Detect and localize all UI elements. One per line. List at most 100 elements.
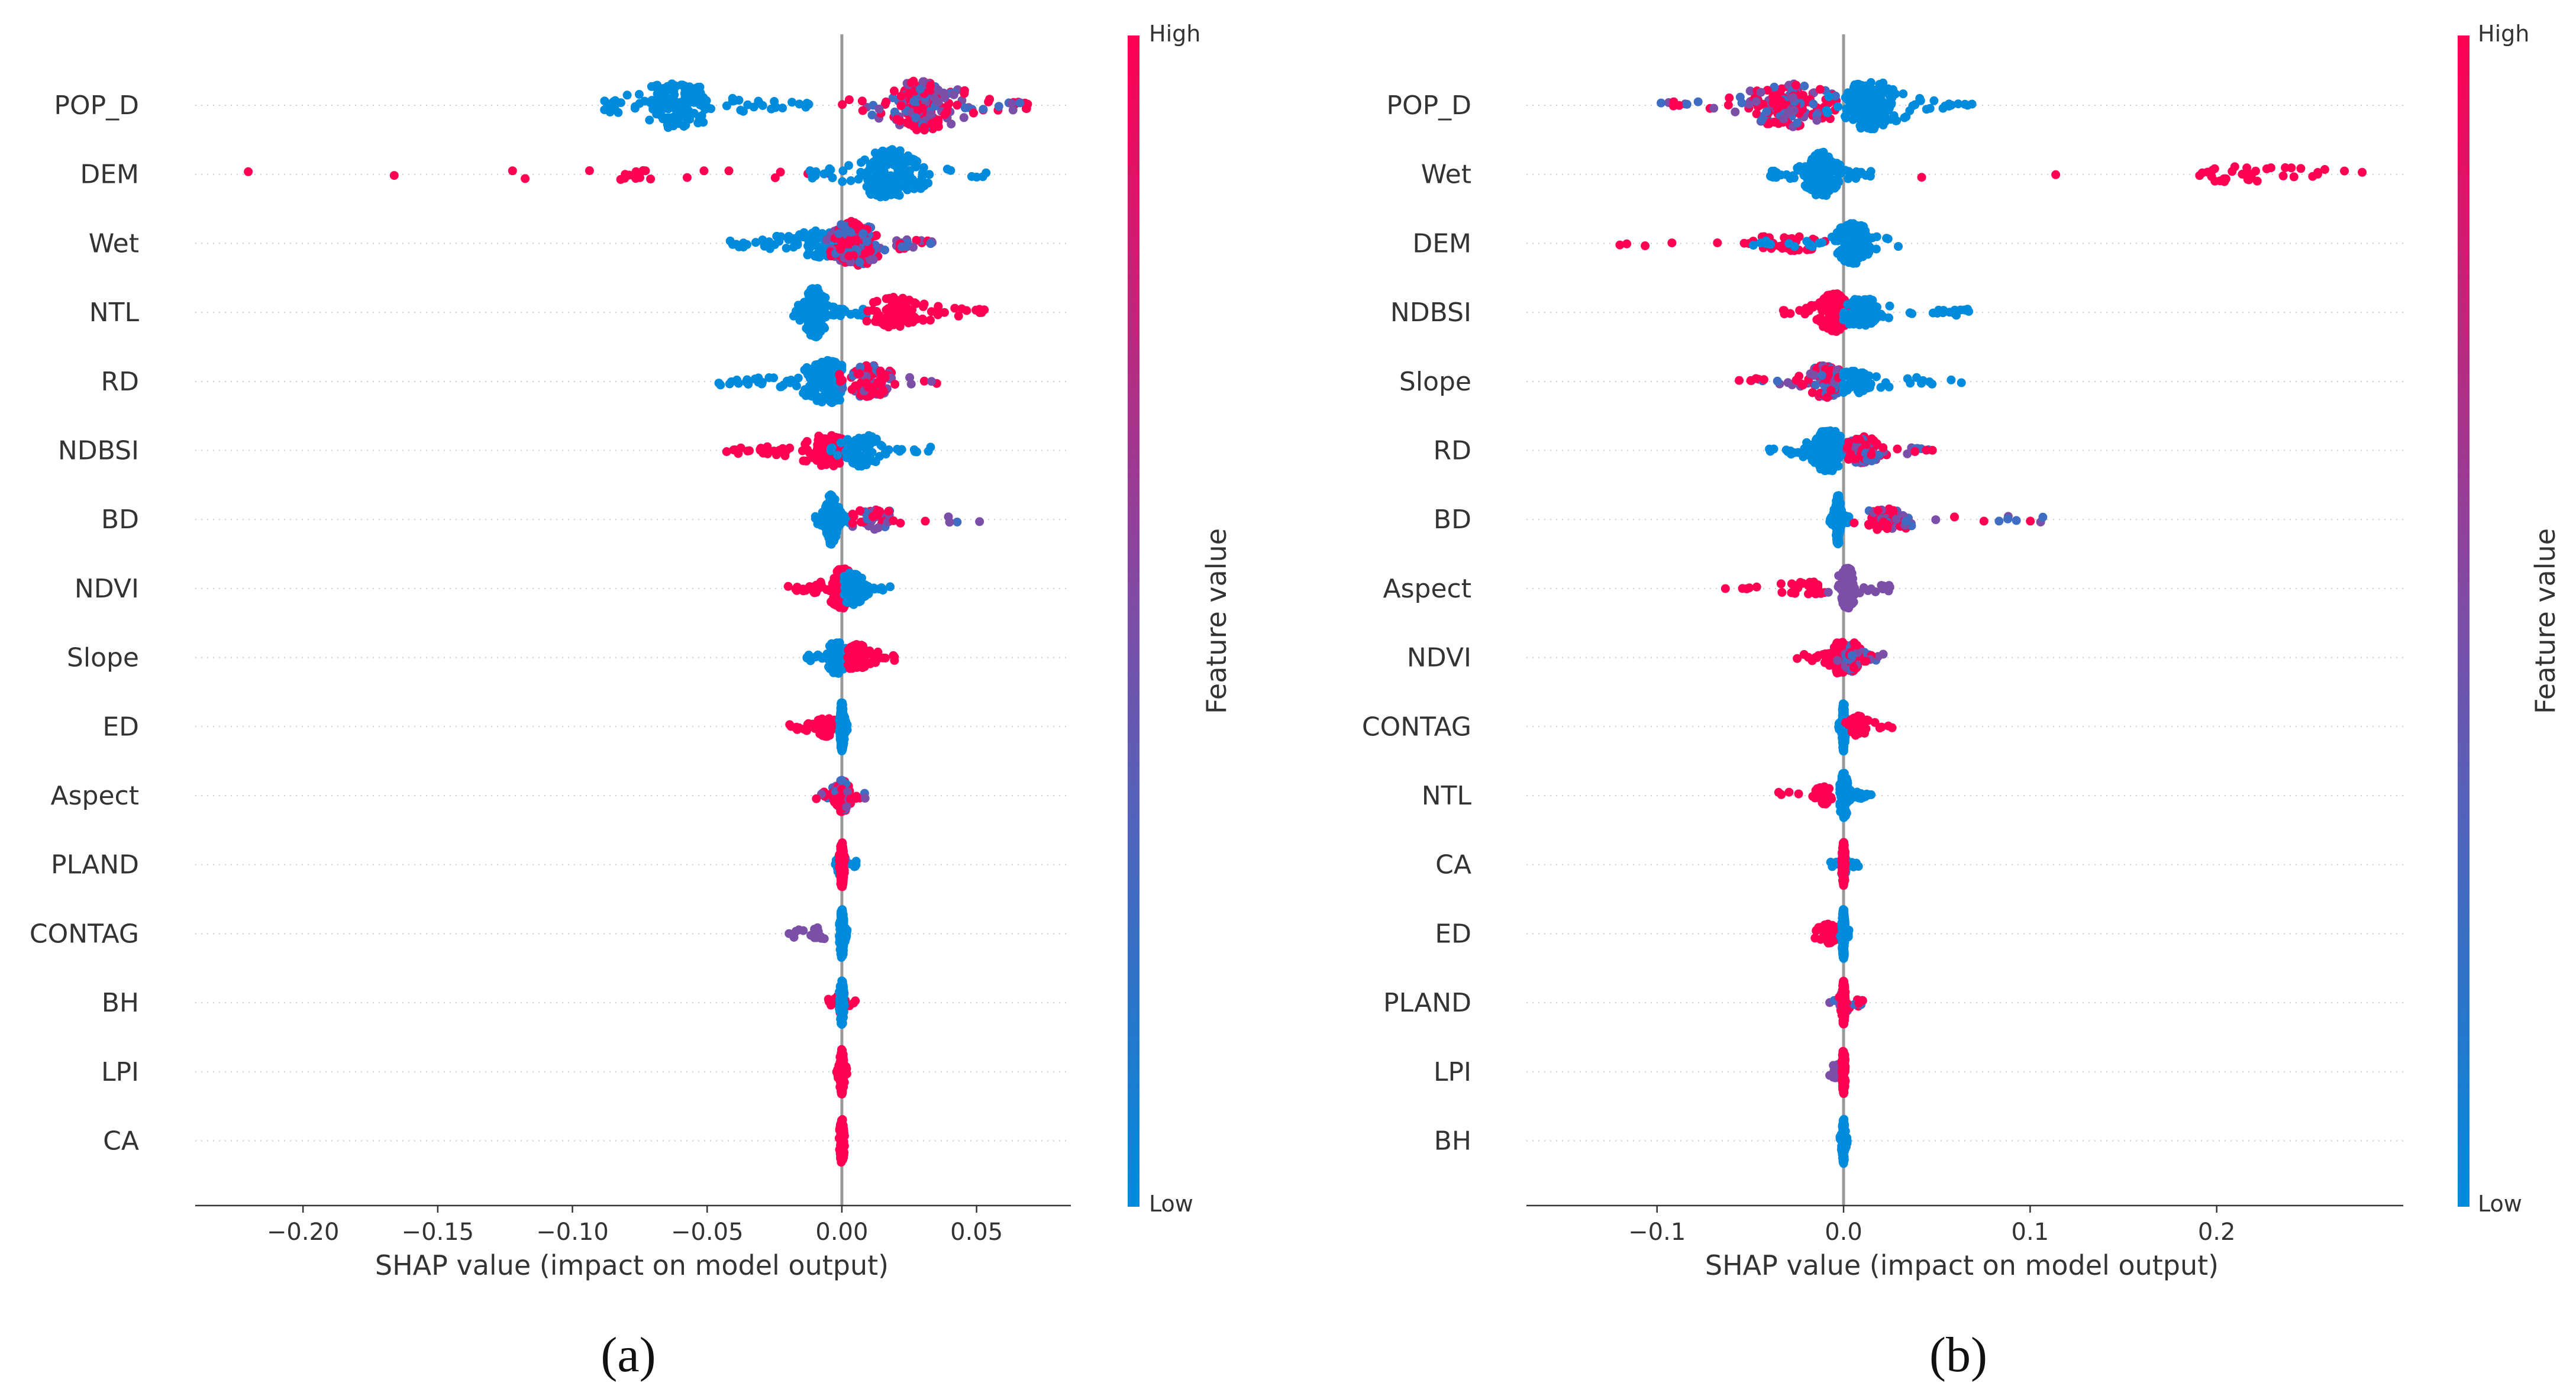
shap-point xyxy=(971,305,980,315)
shap-point xyxy=(846,176,856,185)
shap-point xyxy=(1917,173,1926,182)
shap-point xyxy=(1834,161,1844,170)
shap-point xyxy=(670,90,679,99)
shap-point xyxy=(2320,165,2329,174)
shap-point xyxy=(851,996,860,1006)
shap-point xyxy=(653,94,663,104)
shap-point xyxy=(934,302,943,311)
shap-point xyxy=(926,239,935,248)
shap-point xyxy=(848,570,857,580)
shap-point xyxy=(919,299,929,309)
shap-point xyxy=(1865,172,1875,181)
shap-point xyxy=(741,377,751,386)
shap-point xyxy=(1808,302,1818,312)
shap-point xyxy=(969,108,978,118)
shap-point xyxy=(949,90,958,99)
shap-point xyxy=(815,300,824,309)
shap-point xyxy=(918,169,927,178)
shap-point xyxy=(1915,93,1925,103)
shap-point xyxy=(843,435,853,444)
shap-point xyxy=(1800,82,1809,91)
shap-point xyxy=(1827,326,1836,335)
shap-point xyxy=(645,115,654,125)
shap-point xyxy=(734,448,743,458)
shap-point xyxy=(926,110,935,119)
shap-point xyxy=(824,508,834,518)
shap-point xyxy=(812,794,821,803)
shap-point xyxy=(911,113,921,122)
shap-point xyxy=(521,174,530,183)
shap-point xyxy=(845,584,854,594)
shap-point xyxy=(1713,238,1722,247)
feature-label: PLAND xyxy=(51,850,139,880)
shap-point xyxy=(389,171,399,180)
shap-point xyxy=(837,1086,847,1096)
shap-point xyxy=(887,157,897,167)
shap-point xyxy=(764,373,774,382)
shap-point xyxy=(880,245,889,255)
shap-point xyxy=(758,101,767,110)
shap-point xyxy=(982,168,991,177)
shap-point xyxy=(734,95,744,105)
shap-point xyxy=(1857,80,1867,90)
shap-point xyxy=(765,244,774,253)
shap-point xyxy=(1829,302,1838,311)
feature-label: CA xyxy=(103,1126,139,1156)
shap-point xyxy=(1824,92,1833,101)
shap-point xyxy=(1709,104,1719,113)
shap-point xyxy=(838,383,847,393)
shap-point xyxy=(678,80,687,90)
shap-point xyxy=(1899,89,1908,99)
shap-point xyxy=(1850,91,1860,101)
shap-point xyxy=(1855,121,1865,130)
shap-point xyxy=(809,311,819,320)
shap-point xyxy=(835,458,844,468)
shap-point xyxy=(669,121,678,131)
shap-point xyxy=(1669,101,1678,111)
shap-point xyxy=(838,1053,848,1062)
shap-point xyxy=(925,315,935,325)
shap-point xyxy=(1891,89,1900,99)
shap-point xyxy=(1939,306,1948,315)
shap-point xyxy=(1756,88,1765,97)
x-tick-label: 0.05 xyxy=(950,1219,1003,1246)
shap-point xyxy=(1957,378,1966,387)
panel-a-gridlines xyxy=(195,34,1071,1206)
shap-point xyxy=(835,377,845,386)
shap-point xyxy=(919,181,929,190)
shap-point xyxy=(1844,227,1853,236)
shap-point xyxy=(771,450,781,460)
shap-point xyxy=(1622,239,1632,248)
shap-point xyxy=(869,583,879,593)
shap-point xyxy=(890,652,899,662)
shap-point xyxy=(954,311,963,321)
shap-point xyxy=(2278,171,2288,180)
shap-point xyxy=(848,509,857,519)
shap-point xyxy=(829,528,838,537)
shap-point xyxy=(1871,302,1881,311)
shap-point xyxy=(904,90,913,99)
shap-point xyxy=(750,374,760,384)
shap-point xyxy=(918,77,928,86)
shap-point xyxy=(725,236,735,245)
shap-point xyxy=(807,382,816,392)
shap-point xyxy=(960,89,969,98)
shap-point xyxy=(1883,234,1893,244)
shap-point xyxy=(2358,167,2367,177)
shap-point xyxy=(800,440,810,449)
shap-point xyxy=(829,660,839,668)
shap-point xyxy=(1892,116,1902,125)
shap-point xyxy=(724,166,734,176)
shap-point xyxy=(2210,176,2220,186)
shap-point xyxy=(1752,97,1761,106)
shap-point xyxy=(654,106,664,115)
feature-label: DEM xyxy=(80,160,139,190)
shap-point xyxy=(837,939,846,948)
shap-point xyxy=(792,240,801,249)
shap-point xyxy=(1960,99,1970,109)
shap-point xyxy=(846,794,855,804)
shap-point xyxy=(837,1072,847,1081)
shap-point xyxy=(1789,171,1797,180)
shap-point xyxy=(967,172,976,181)
shap-point xyxy=(873,377,883,387)
